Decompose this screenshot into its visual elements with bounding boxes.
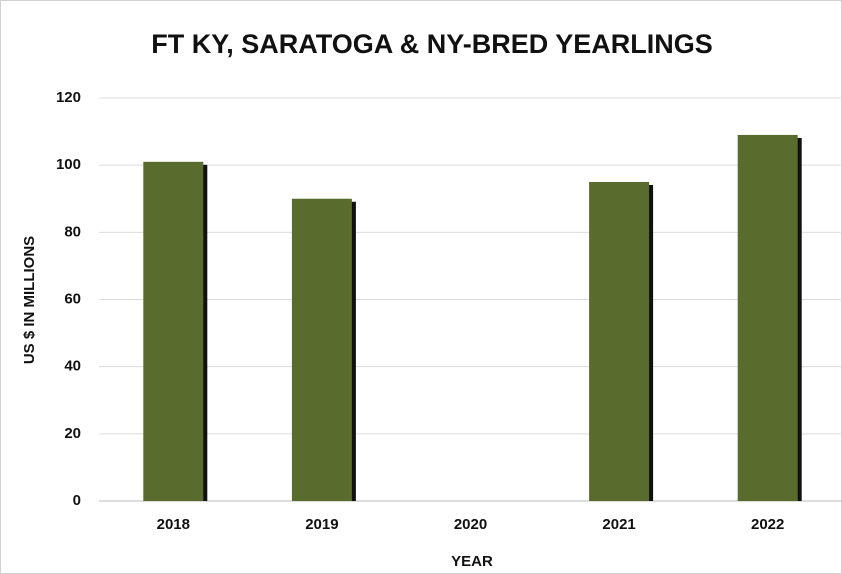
y-tick-label: 80 xyxy=(64,223,81,240)
x-tick-label: 2020 xyxy=(454,516,487,533)
bar xyxy=(143,161,204,501)
x-tick-label: 2022 xyxy=(751,516,784,533)
y-tick-label: 100 xyxy=(56,156,81,173)
bar xyxy=(589,181,650,502)
x-axis-label: YEAR xyxy=(451,553,493,570)
chart-title: FT KY, SARATOGA & NY-BRED YEARLINGS xyxy=(151,29,713,59)
y-tick-label: 0 xyxy=(73,492,81,509)
y-tick-label: 60 xyxy=(64,290,81,307)
y-tick-label: 40 xyxy=(64,358,81,375)
y-axis-label: US $ IN MILLIONS xyxy=(21,236,38,364)
y-tick-label: 120 xyxy=(56,89,81,106)
x-tick-label: 2019 xyxy=(305,516,338,533)
x-tick-label: 2021 xyxy=(602,516,635,533)
y-tick-label: 20 xyxy=(64,425,81,442)
bar xyxy=(291,198,352,501)
x-tick-label: 2018 xyxy=(157,516,190,533)
bar xyxy=(737,134,798,502)
